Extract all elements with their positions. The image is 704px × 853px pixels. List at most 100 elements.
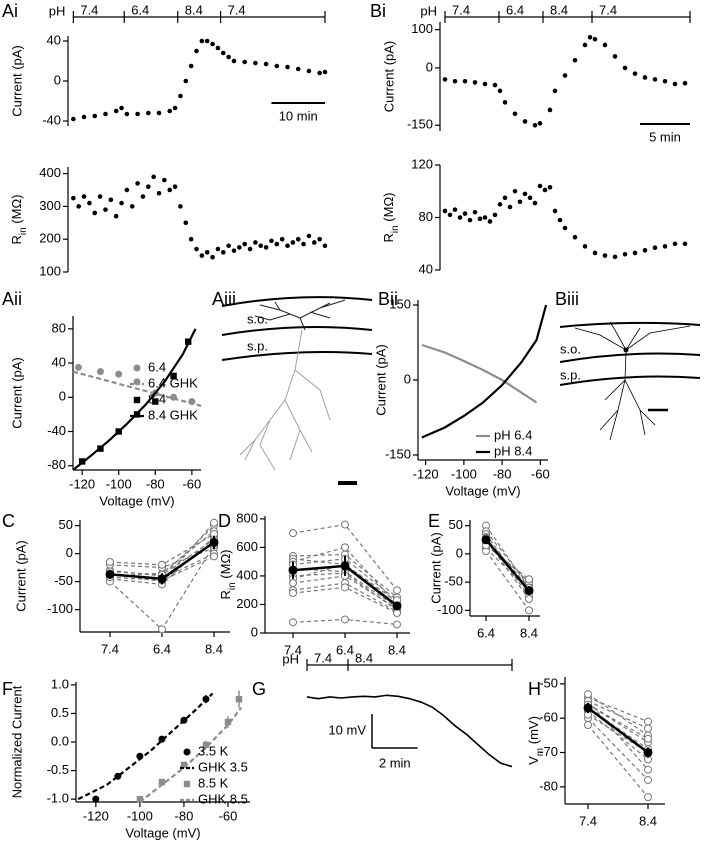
data-point — [452, 78, 458, 84]
data-point — [317, 236, 322, 242]
y-axis-label: Rin (MΩ) — [9, 194, 29, 244]
data-point — [290, 240, 296, 245]
data-point — [119, 105, 124, 111]
x-tick-label: 7.4 — [579, 813, 597, 828]
y-tick-label: 40 — [52, 354, 66, 369]
data-point — [124, 111, 130, 117]
data-point — [81, 194, 87, 199]
y-tick-label: 0 — [251, 624, 258, 639]
y-tick-label: 0 — [426, 59, 433, 74]
panel-label: Bi — [370, 1, 386, 21]
x-tick-label: -80 — [175, 808, 194, 823]
data-point — [103, 111, 108, 117]
legend-symbol — [133, 396, 141, 404]
x-tick-label: 8.4 — [205, 641, 223, 656]
ph-value: 8.4 — [355, 650, 373, 665]
y-tick-label: 100 — [39, 263, 61, 278]
data-point — [295, 236, 301, 242]
data-point — [602, 42, 608, 48]
morphology-image-aiii — [221, 296, 373, 485]
panel-label: F — [2, 679, 13, 699]
data-point — [557, 217, 563, 223]
panel-label: Ai — [2, 1, 18, 21]
data-point — [572, 234, 578, 240]
series-line — [139, 707, 243, 803]
panel-label: Aii — [2, 289, 22, 309]
data-point — [507, 204, 513, 210]
voltage-trace — [306, 694, 513, 768]
legend-symbol — [133, 364, 141, 372]
layer-boundary — [559, 321, 701, 386]
individual-line — [485, 544, 530, 580]
individual-point — [158, 625, 166, 634]
x-tick-label: -120 — [83, 808, 109, 823]
data-point — [263, 245, 269, 250]
data-point — [457, 215, 463, 220]
data-point — [119, 200, 124, 206]
ph-value: 7.4 — [80, 2, 98, 17]
data-point — [156, 110, 162, 116]
ph-value: 7.4 — [452, 2, 470, 17]
individual-point — [393, 609, 401, 618]
data-point — [135, 181, 140, 186]
data-point — [97, 194, 103, 199]
data-point — [582, 42, 588, 48]
legend-symbol — [183, 748, 191, 756]
y-tick-label: -150 — [407, 117, 433, 132]
x-tick-label: -80 — [146, 476, 165, 491]
data-point — [532, 122, 538, 128]
y-tick-label: -50 — [444, 574, 463, 589]
data-point — [522, 191, 528, 197]
data-point — [113, 213, 119, 219]
scale-bar-label: 10 mV — [328, 722, 366, 737]
y-axis-label: Current (pA) — [9, 357, 24, 429]
individual-point — [584, 721, 592, 730]
mean-line — [587, 706, 649, 754]
data-point — [612, 54, 618, 59]
data-point — [76, 204, 82, 209]
y-tick-label: 150 — [389, 296, 411, 311]
data-point — [242, 241, 247, 247]
data-point — [592, 36, 598, 42]
data-point — [562, 225, 568, 231]
individual-point — [644, 793, 652, 802]
y-tick-label: -1.0 — [47, 791, 69, 806]
data-point — [497, 88, 503, 94]
data-point — [247, 246, 253, 252]
data-point — [317, 70, 322, 76]
data-point — [517, 199, 523, 205]
data-point — [269, 238, 274, 244]
data-point — [220, 250, 226, 255]
data-point — [472, 209, 478, 215]
individual-point — [525, 575, 533, 584]
mean-point — [481, 535, 491, 545]
data-point — [92, 113, 98, 119]
mean-point — [209, 537, 219, 547]
individual-point — [341, 543, 349, 552]
data-point — [178, 204, 183, 209]
y-axis-label: Current (pA) — [428, 532, 443, 604]
legend-label: 8.4 — [148, 391, 166, 406]
data-point — [183, 78, 189, 84]
individual-line — [485, 530, 530, 586]
soma — [623, 347, 629, 353]
y-tick-label: 0 — [66, 545, 73, 560]
data-point — [115, 370, 123, 378]
series-line — [77, 692, 214, 801]
data-point — [482, 81, 488, 87]
mean-line — [485, 538, 530, 592]
y-axis-label-part: in — [390, 225, 401, 233]
data-point — [512, 188, 518, 194]
y-axis-label-part: (MΩ) — [9, 194, 24, 227]
data-point — [274, 241, 280, 247]
y-tick-label: -100 — [437, 602, 463, 617]
data-point — [552, 208, 558, 214]
y-tick-label: 0 — [59, 389, 66, 404]
individual-point — [644, 734, 652, 743]
mean-point — [157, 574, 167, 584]
data-point — [274, 63, 280, 69]
data-point — [452, 207, 458, 212]
data-point — [492, 212, 498, 218]
individual-point — [584, 690, 592, 699]
